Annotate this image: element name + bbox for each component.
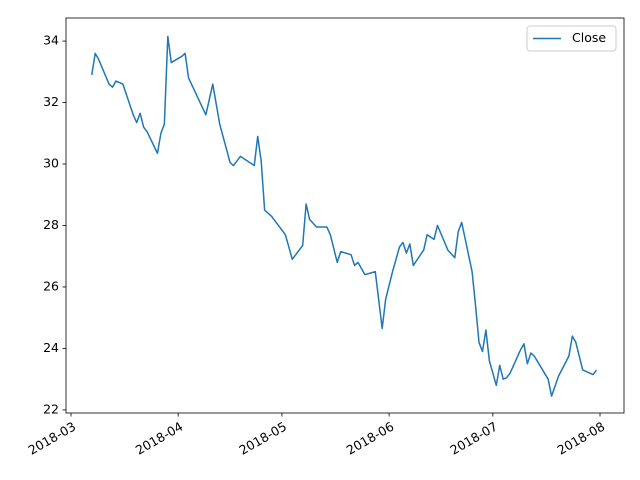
- line: [91, 35, 598, 397]
- plot-frame: [65, 17, 625, 414]
- x-tick-label: 2018-08: [555, 419, 608, 458]
- y-tick-label: 24: [43, 340, 59, 355]
- x-tick-label: 2018-07: [447, 419, 500, 458]
- x-tick-label: 2018-04: [133, 419, 186, 458]
- legend-label: Close: [572, 30, 606, 45]
- x-tick-label: 2018-06: [344, 419, 397, 458]
- y-tick-label: 22: [43, 401, 59, 416]
- x-tick-label: 2018-05: [236, 419, 289, 458]
- y-tick-label: 30: [43, 156, 59, 171]
- y-tick-label: 28: [43, 217, 59, 232]
- y-tick-label: 34: [43, 33, 59, 48]
- y-tick-label: 26: [43, 278, 59, 293]
- legend-box: [526, 25, 617, 52]
- y-tick-label: 32: [43, 94, 59, 109]
- x-tick-label: 2018-03: [26, 419, 79, 458]
